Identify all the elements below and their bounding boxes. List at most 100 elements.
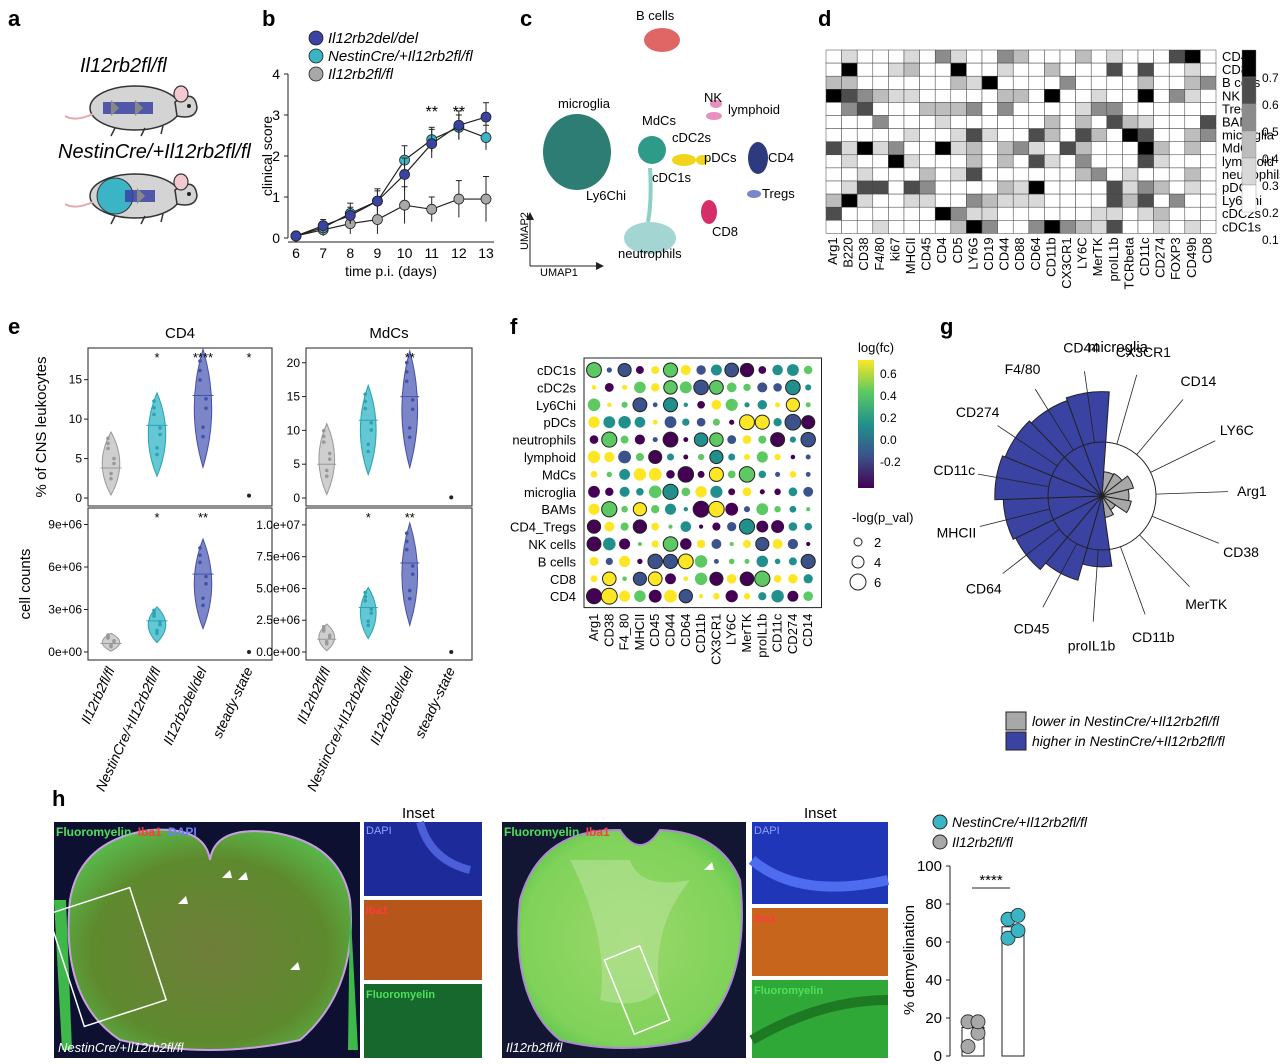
heatmap-cell — [856, 206, 874, 221]
heatmap-cell — [934, 141, 952, 156]
data-point — [399, 199, 410, 211]
dotplot-dot — [637, 558, 643, 565]
heatmap-cell — [1137, 220, 1154, 234]
heatmap-col-label: FOXP3 — [1168, 237, 1183, 280]
dotplot-dot — [756, 451, 768, 463]
heatmap-cell — [966, 89, 983, 103]
dotplot-dot — [788, 557, 797, 566]
x-tick-label: 8 — [346, 245, 354, 261]
violin-point — [324, 468, 329, 473]
heatmap-cell — [1137, 193, 1154, 208]
panel-letter-b: b — [262, 6, 275, 31]
x-tick-label: 13 — [478, 245, 494, 261]
heatmap-col-label: CD11b — [1043, 237, 1058, 277]
colorbar-segment — [1241, 76, 1257, 105]
heatmap-cell — [1012, 180, 1030, 195]
heatmap-cell — [966, 193, 983, 208]
heatmap-cell — [1137, 167, 1154, 182]
inset-right-fluoromyelin — [752, 980, 888, 1058]
violin-point — [366, 619, 371, 624]
violin-point — [155, 631, 159, 636]
heatmap-cell — [919, 62, 936, 77]
heatmap-cell — [1137, 89, 1154, 103]
dotplot-dot — [771, 520, 785, 534]
violin-point — [198, 378, 202, 382]
dotplot-dot — [666, 453, 675, 461]
heatmap-cell — [872, 193, 889, 208]
dotplot-dot — [679, 381, 692, 394]
group-label: Il12rb2fl/fl — [78, 664, 119, 727]
heatmap-cell — [1200, 167, 1217, 182]
y-tick-label: 1 — [272, 189, 280, 205]
heatmap-cell — [1075, 62, 1092, 77]
heatmap-cell — [1012, 62, 1030, 77]
heatmap-cell — [966, 141, 983, 156]
dotplot-dot — [651, 522, 660, 531]
dotplot-dot — [664, 416, 677, 429]
x-axis-label: time p.i. (days) — [345, 263, 437, 279]
heatmap-cell — [1184, 206, 1201, 221]
heatmap-cell — [919, 206, 936, 221]
y-tick-label: 2.5e+06 — [256, 613, 300, 627]
heatmap-cell — [903, 75, 920, 90]
heatmap-cell — [872, 220, 889, 234]
dotplot-dot — [634, 590, 646, 602]
heatmap-cell — [1168, 102, 1186, 116]
heatmap-cell — [966, 180, 983, 195]
panel-letter-g: g — [940, 314, 953, 339]
heatmap-cell — [966, 206, 983, 221]
data-point — [453, 119, 465, 131]
heatmap-row-label: NK — [1222, 88, 1240, 103]
dotplot-dot — [680, 521, 692, 532]
dotplot-dot — [590, 470, 598, 478]
heatmap-cell — [919, 75, 936, 90]
dotplot-dot — [648, 589, 662, 603]
dotplot-dot — [784, 413, 802, 431]
umap-cluster-b-cells — [644, 28, 680, 52]
data-point — [426, 203, 438, 215]
violin-point — [198, 359, 202, 363]
dotplot-frame — [583, 357, 822, 609]
colorbar-segment — [1241, 49, 1257, 78]
legend-marker-cre — [932, 814, 948, 830]
dotplot-dot — [607, 402, 612, 408]
heatmap-cell — [1122, 115, 1139, 129]
heatmap-cell — [1090, 193, 1108, 208]
dotplot-dot — [620, 435, 629, 444]
violin-point — [363, 392, 368, 396]
heatmap-cell — [1012, 89, 1030, 103]
violin-point — [407, 426, 412, 430]
dotplot-dot — [743, 453, 751, 461]
legend-marker — [308, 48, 324, 64]
inset-right-dapi-label: DAPI — [754, 825, 780, 837]
heatmap-cell — [1106, 102, 1123, 116]
dotplot-dot — [634, 434, 645, 445]
heatmap-cell — [1090, 180, 1108, 195]
y-axis-label: % demyelination — [901, 905, 918, 1015]
violin-point — [363, 590, 368, 595]
heatmap-col-label: CD88 — [1012, 237, 1027, 270]
heatmap-cell — [1168, 220, 1186, 234]
dotplot-dot — [789, 436, 796, 443]
dotplot-dot — [758, 470, 767, 479]
dotplot-dot — [588, 485, 600, 498]
dotplot-row-label: BAMs — [541, 502, 576, 517]
heatmap-cell — [1090, 220, 1108, 234]
heatmap-cell — [888, 193, 905, 208]
umap-label-neutrophils: neutrophils — [618, 246, 682, 261]
heatmap-cell — [1168, 62, 1186, 77]
heatmap-cell — [841, 193, 858, 208]
radial-category-label: LY6C — [1220, 422, 1254, 438]
heatmap-cell — [1184, 49, 1201, 64]
dotplot-dot — [637, 541, 642, 547]
heatmap-col-label: CD19 — [981, 237, 996, 270]
heatmap-cell — [1106, 180, 1123, 195]
violin-point — [106, 446, 110, 451]
dotplot-dot — [634, 416, 646, 428]
dotplot-dot — [604, 521, 615, 532]
dotplot-dot — [588, 416, 600, 428]
dotplot-dot — [587, 398, 601, 412]
heatmap-cell — [1059, 102, 1076, 116]
heatmap-cell — [872, 167, 889, 182]
significance-label: ** — [425, 104, 437, 121]
